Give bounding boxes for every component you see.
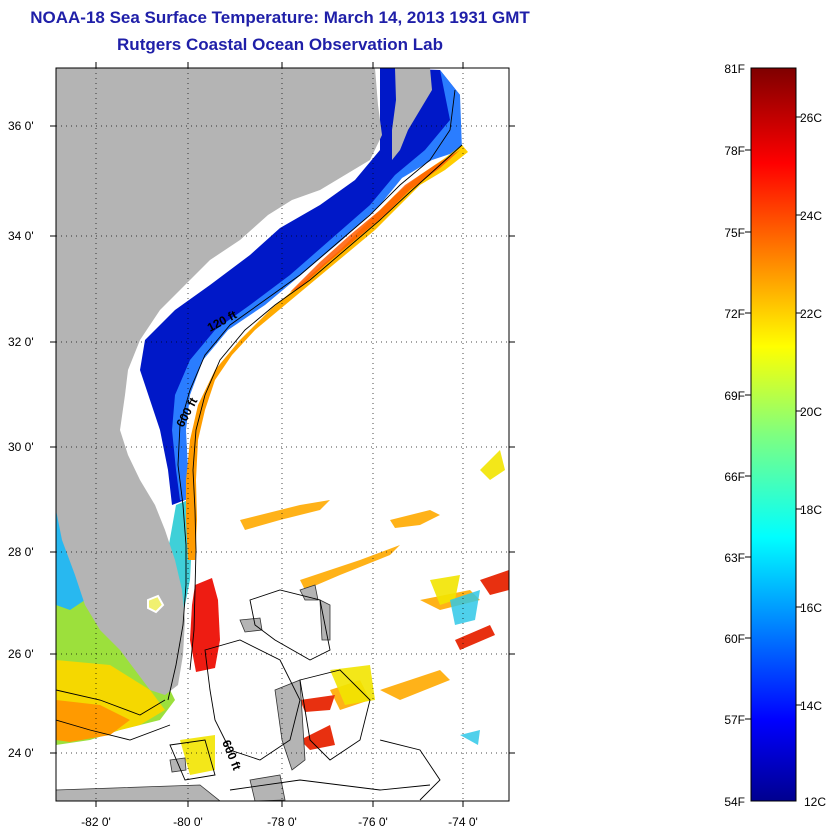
lake-okeechobee (147, 594, 165, 614)
lat-label-36: 36 0' (8, 119, 34, 133)
graticule (56, 68, 509, 801)
offshore-red-patches (300, 570, 509, 750)
lon-label-82: -82 0' (81, 815, 111, 829)
cb-label-75f: 75F (724, 226, 745, 240)
lon-label-76: -76 0' (358, 815, 388, 829)
cb-label-78f: 78F (724, 144, 745, 158)
colorbar-ticks (745, 116, 802, 720)
cb-label-57f: 57F (724, 713, 745, 727)
isobath-contours (56, 89, 463, 801)
cb-label-81f: 81F (724, 62, 745, 76)
lat-label-32: 32 0' (8, 335, 34, 349)
shelf-cold-water (140, 68, 460, 505)
cb-label-26c: 26C (800, 111, 822, 125)
cb-label-14c: 14C (800, 699, 822, 713)
cb-label-54f: 54F (724, 795, 745, 809)
lat-label-26: 26 0' (8, 647, 34, 661)
lat-label-24: 24 0' (8, 746, 34, 760)
us-southeast-land (56, 68, 382, 695)
lon-label-74: -74 0' (448, 815, 478, 829)
lon-label-80: -80 0' (173, 815, 203, 829)
lat-label-30: 30 0' (8, 440, 34, 454)
lat-label-28: 28 0' (8, 545, 34, 559)
map-title: NOAA-18 Sea Surface Temperature: March 1… (30, 8, 530, 27)
cb-label-66f: 66F (724, 470, 745, 484)
cb-label-12c: 12C (804, 795, 826, 809)
lat-label-34: 34 0' (8, 229, 34, 243)
cb-label-20c: 20C (800, 405, 822, 419)
lon-label-78: -78 0' (267, 815, 297, 829)
bahamas-land (56, 584, 331, 801)
map-subtitle: Rutgers Coastal Ocean Observation Lab (117, 35, 443, 54)
cb-label-22c: 22C (800, 307, 822, 321)
offshore-cyan-patches (450, 590, 480, 745)
cb-label-60f: 60F (724, 632, 745, 646)
colorbar (750, 67, 797, 802)
cb-label-18c: 18C (800, 503, 822, 517)
frame-ticks (50, 62, 515, 807)
cb-label-24c: 24C (800, 209, 822, 223)
offshore-yellow-patches (180, 450, 505, 775)
florida-current-red (190, 578, 220, 672)
gulf-orange-water (56, 700, 130, 742)
cb-label-63f: 63F (724, 551, 745, 565)
cb-label-16c: 16C (800, 601, 822, 615)
outer-banks (392, 68, 432, 160)
cb-label-69f: 69F (724, 389, 745, 403)
gulf-stream-core (290, 150, 460, 292)
cb-label-72f: 72F (724, 307, 745, 321)
